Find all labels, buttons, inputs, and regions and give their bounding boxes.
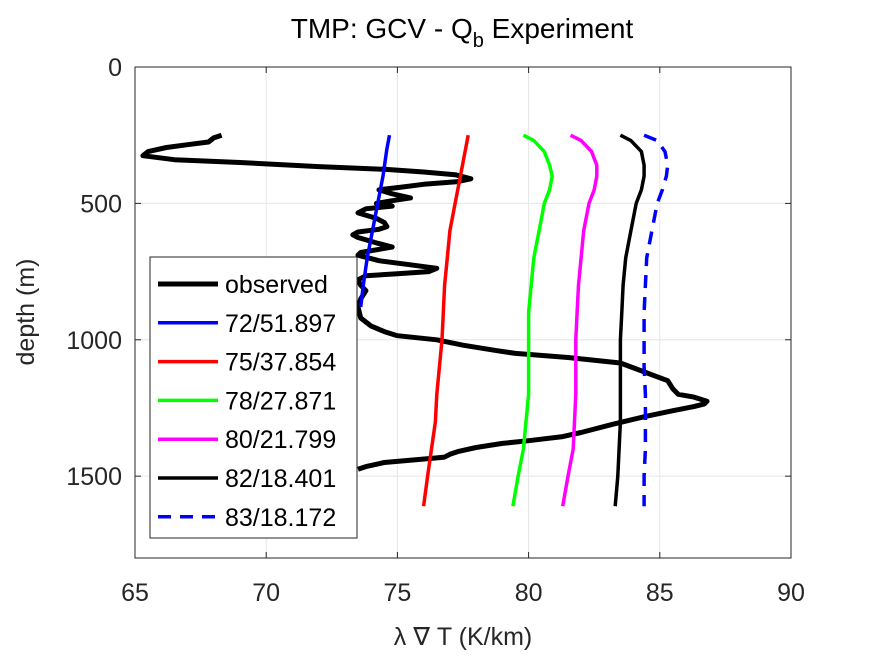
x-tick-label: 85: [646, 579, 674, 607]
x-tick-label: 65: [121, 579, 149, 607]
plot-area: [140, 132, 710, 507]
chart-title-suffix: Experiment: [484, 13, 634, 44]
axis-ticks: 65 70 75 80 85 90 0 500 1000 1500: [66, 54, 805, 607]
legend-label-2: 75/37.854: [225, 349, 336, 377]
x-tick-label: 80: [515, 579, 543, 607]
y-tick-label: 1000: [66, 327, 122, 355]
chart-title: TMP: GCV - Qb Experiment: [291, 13, 634, 52]
series-line-4: [560, 133, 599, 507]
series-line-1: [358, 134, 392, 308]
legend-label-1: 72/51.897: [225, 310, 336, 338]
series-line-2: [421, 134, 470, 507]
series-line-5: [613, 133, 646, 507]
legend: observed 72/51.897 75/37.854 78/27.871 80/21…: [149, 256, 358, 539]
y-tick-label: 1500: [66, 463, 122, 491]
legend-label-5: 82/18.401: [225, 465, 336, 493]
x-tick-label: 75: [383, 579, 411, 607]
legend-label-3: 78/27.871: [225, 387, 336, 415]
x-tick-label: 90: [777, 579, 805, 607]
y-tick-label: 0: [108, 54, 122, 82]
legend-label-6: 83/18.172: [225, 504, 336, 532]
legend-label-4: 80/21.799: [225, 426, 336, 454]
y-tick-label: 500: [80, 190, 122, 218]
y-axis-label: depth (m): [12, 259, 40, 366]
x-axis-label: λ ∇ T (K/km): [394, 623, 532, 651]
x-tick-label: 70: [252, 579, 280, 607]
axes-box: [134, 66, 792, 559]
legend-label-0: observed: [225, 271, 328, 299]
series-line-0: [140, 132, 710, 472]
chart-title-subscript: b: [473, 30, 484, 52]
series-line-3: [511, 133, 554, 507]
chart-title-main: TMP: GCV - Q: [291, 13, 473, 44]
legend-box: [149, 256, 358, 539]
